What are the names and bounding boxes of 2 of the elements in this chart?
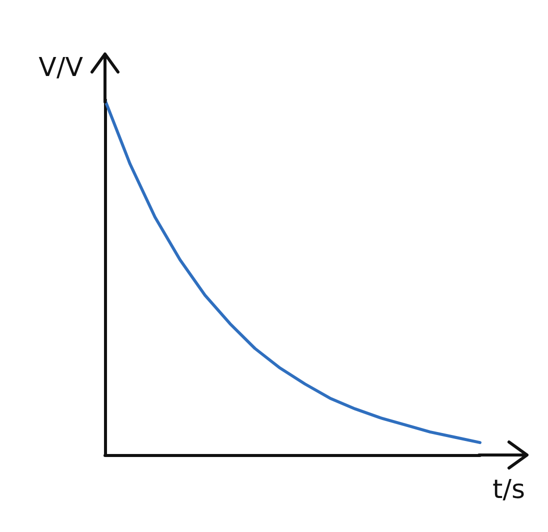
y-axis-title: V/V	[38, 53, 84, 83]
x-axis-title: t/s	[492, 475, 525, 505]
